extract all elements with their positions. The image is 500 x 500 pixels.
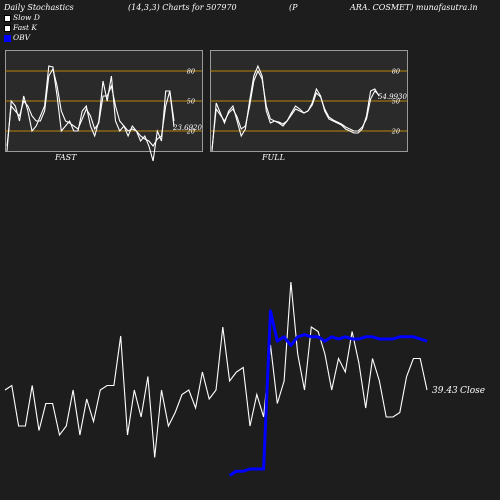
y-tick-label: 80 [392, 68, 400, 76]
last-value-label: 54.9930 [378, 93, 407, 101]
last-value-label: 23.6920 [172, 124, 202, 132]
legend-swatch-icon [4, 34, 11, 42]
series-line-fast-k [211, 64, 380, 152]
y-tick-label: 50 [392, 98, 400, 106]
series-line-fast-k [6, 65, 175, 162]
y-tick-label: 20 [186, 128, 195, 136]
company-right: ARA. COSMET) munafasutra.in [350, 3, 478, 12]
series-line-slow-d [211, 69, 380, 150]
price-line [4, 281, 428, 458]
y-tick-label: 80 [187, 68, 195, 76]
obv-line [228, 309, 428, 477]
series-line-slow-d [6, 67, 175, 147]
legend-swatch-icon [4, 14, 11, 22]
y-tick-label: 20 [391, 128, 400, 136]
fast-panel-label: FAST [55, 153, 77, 162]
legend-swatch-icon [4, 24, 11, 32]
legend-fast-k: Fast K [4, 23, 37, 32]
close-value-label: 39.43 [432, 386, 458, 396]
chart-params: (14,3,3) Charts for 507970 [128, 3, 237, 12]
legend-slow-d: Slow D [4, 13, 40, 22]
company-left: (P [289, 3, 298, 12]
close-label: Close [460, 386, 485, 396]
legend-obv: OBV [4, 33, 30, 42]
chart-title: Daily Stochastics [4, 3, 74, 12]
full-panel-label: FULL [262, 153, 285, 162]
y-tick-label: 50 [187, 98, 195, 106]
